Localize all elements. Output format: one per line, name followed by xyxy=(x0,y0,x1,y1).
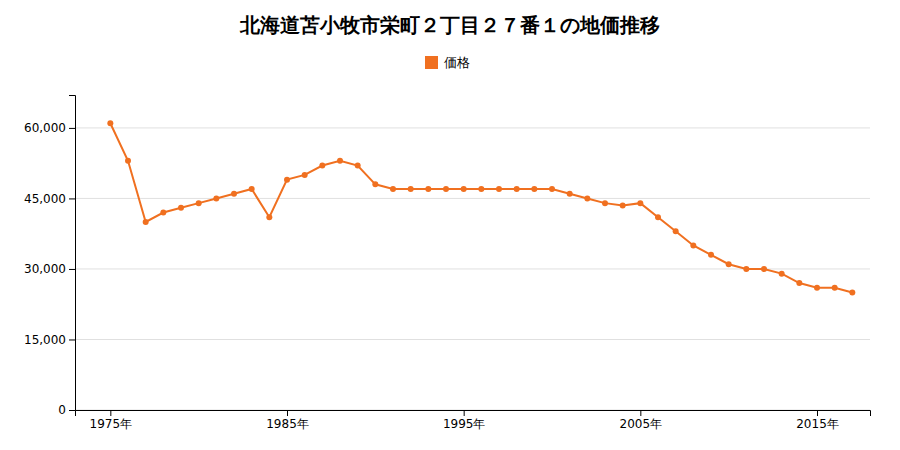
x-axis: 1975年 1985年 1995年 2005年 2015年 xyxy=(76,410,871,431)
point xyxy=(849,289,855,295)
point xyxy=(372,181,378,187)
axis-line xyxy=(76,411,871,417)
tick: 2015年 xyxy=(796,410,839,431)
tick-label: 0 xyxy=(58,403,66,417)
tick: 15,000 xyxy=(24,333,75,347)
tick-label: 30,000 xyxy=(24,262,66,276)
point xyxy=(178,205,184,211)
tick-label: 15,000 xyxy=(24,333,66,347)
tick-mark xyxy=(69,128,75,129)
tick-mark xyxy=(69,339,75,340)
point xyxy=(143,219,149,225)
tick: 30,000 xyxy=(24,262,75,276)
tick: 2005年 xyxy=(620,410,663,431)
y-axis: 0 15,000 30,000 45,000 60,000 xyxy=(24,96,76,418)
point xyxy=(478,186,484,192)
point xyxy=(779,271,785,277)
point xyxy=(302,172,308,178)
point xyxy=(461,186,467,192)
point xyxy=(496,186,502,192)
tick-mark xyxy=(69,410,75,411)
point xyxy=(408,186,414,192)
legend-item: 価格 xyxy=(425,55,470,70)
point xyxy=(549,186,555,192)
point xyxy=(390,186,396,192)
tick: 1975年 xyxy=(90,410,133,431)
tick-label: 45,000 xyxy=(24,192,66,206)
legend-label: 価格 xyxy=(444,55,470,70)
point xyxy=(690,242,696,248)
tick: 1995年 xyxy=(443,410,486,431)
point xyxy=(231,191,237,197)
tick-label: 60,000 xyxy=(24,121,66,135)
point xyxy=(584,195,590,201)
legend-swatch xyxy=(425,56,438,69)
marks xyxy=(107,120,855,295)
point xyxy=(213,195,219,201)
point xyxy=(355,163,361,169)
tick: 1985年 xyxy=(266,410,309,431)
point xyxy=(514,186,520,192)
grid-line xyxy=(75,127,870,128)
point xyxy=(796,280,802,286)
point xyxy=(814,285,820,291)
plot-area: 1975年 1985年 1995年 2005年 2015年 0 15,000 30,000 45… xyxy=(24,96,871,431)
tick: 60,000 xyxy=(24,121,75,135)
point xyxy=(249,186,255,192)
chart: 北海道苫小牧市栄町２丁目２７番１の地価推移 1975年 1985年 1995年 2005… xyxy=(0,0,900,450)
point xyxy=(567,191,573,197)
tick-label: 2005年 xyxy=(620,417,663,431)
point xyxy=(531,186,537,192)
point xyxy=(726,261,732,267)
tick-mark xyxy=(464,410,465,416)
point xyxy=(620,202,626,208)
point xyxy=(125,158,131,164)
point xyxy=(637,200,643,206)
tick-mark xyxy=(69,269,75,270)
point xyxy=(107,120,113,126)
point xyxy=(761,266,767,272)
point xyxy=(743,266,749,272)
point xyxy=(160,210,166,216)
legend: 価格 xyxy=(425,55,470,70)
point xyxy=(832,285,838,291)
point xyxy=(284,177,290,183)
tick-mark xyxy=(287,410,288,416)
point xyxy=(602,200,608,206)
axis-line xyxy=(69,96,76,411)
tick-mark xyxy=(110,410,111,416)
grid-line xyxy=(75,198,870,199)
point xyxy=(337,158,343,164)
title: 北海道苫小牧市栄町２丁目２７番１の地価推移 xyxy=(239,13,660,37)
tick-label: 1975年 xyxy=(90,417,133,431)
point xyxy=(443,186,449,192)
point xyxy=(196,200,202,206)
line xyxy=(110,123,852,292)
tick-mark xyxy=(817,410,818,416)
point xyxy=(266,214,272,220)
point xyxy=(655,214,661,220)
grid-line xyxy=(75,339,870,340)
tick-label: 1995年 xyxy=(443,417,486,431)
point xyxy=(319,163,325,169)
tick: 45,000 xyxy=(24,192,75,206)
tick: 0 xyxy=(58,403,75,417)
point xyxy=(673,228,679,234)
tick-mark xyxy=(69,198,75,199)
tick-mark xyxy=(640,410,641,416)
point xyxy=(425,186,431,192)
point xyxy=(708,252,714,258)
tick-label: 1985年 xyxy=(266,417,309,431)
tick-label: 2015年 xyxy=(796,417,839,431)
